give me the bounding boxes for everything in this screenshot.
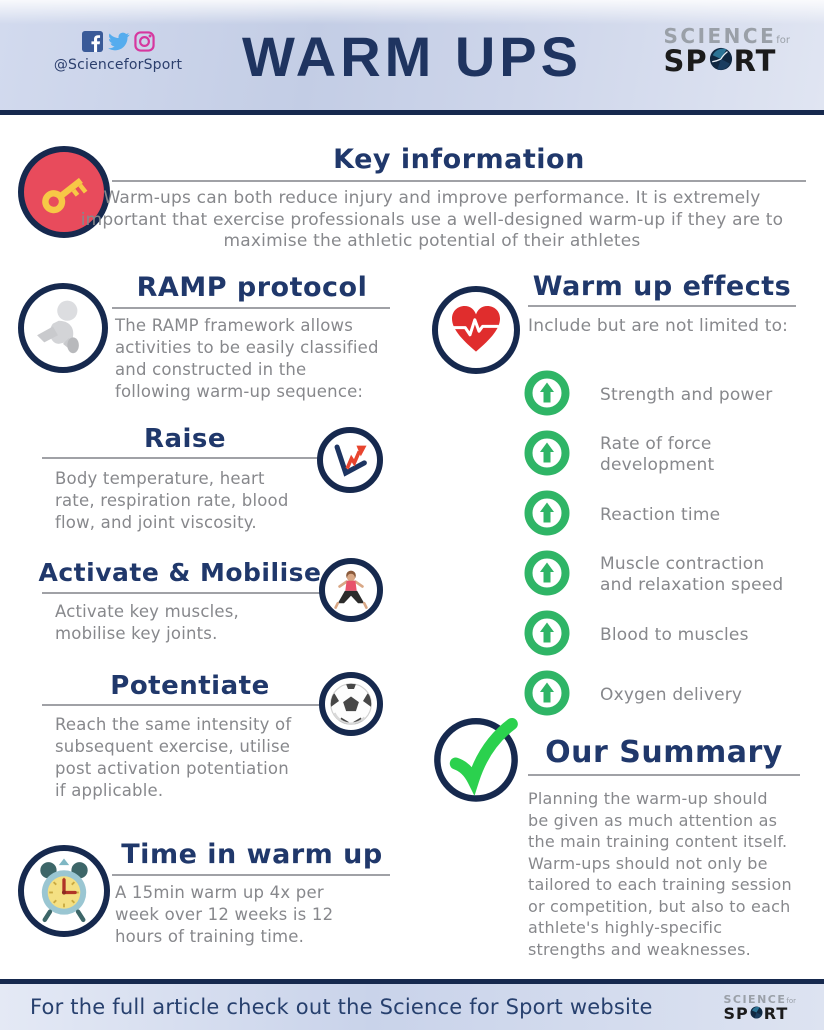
key-icon	[18, 146, 110, 238]
potentiate-body: Reach the same intensity of subsequent e…	[55, 715, 292, 800]
page-title: WARM UPS	[242, 25, 582, 88]
up-arrow-icon	[524, 670, 570, 720]
key-information-body: Warm-ups can both reduce injury and impr…	[80, 188, 784, 251]
activate-mobilise-body: Activate key muscles, mobilise key joint…	[55, 602, 239, 643]
ramp-protocol-body: The RAMP framework allows activities to …	[115, 316, 379, 401]
activate-mobilise-heading: Activate & Mobilise	[38, 558, 322, 587]
checkmark-icon	[430, 712, 522, 804]
jumping-jack-icon	[319, 558, 383, 622]
raise-heading: Raise	[143, 424, 227, 454]
ramp-protocol-heading: RAMP protocol	[136, 272, 368, 303]
twitter-icon[interactable]	[107, 30, 130, 53]
footer-text: For the full article check out the Scien…	[30, 995, 653, 1019]
key-information-rule	[112, 180, 806, 182]
logo-rt-text: RT	[733, 44, 777, 78]
list-item-label: Blood to muscles	[600, 624, 749, 645]
social-block: @ScienceforSport	[48, 30, 188, 73]
list-item-label: Reaction time	[600, 504, 721, 525]
instagram-icon[interactable]	[133, 31, 155, 52]
heart-pulse-icon	[432, 286, 520, 374]
time-in-warm-up-body: A 15min warm up 4x per week over 12 week…	[115, 883, 334, 946]
up-arrow-icon	[524, 550, 570, 600]
header-banner: @ScienceforSport WARM UPS SCIENCEfor SP …	[0, 0, 824, 115]
list-item-label: Oxygen delivery	[600, 684, 743, 705]
logo-sp-text: SP	[723, 1004, 749, 1023]
raise-body: Body temperature, heart rate, respiratio…	[55, 469, 289, 532]
logo-for-text: for	[786, 997, 796, 1005]
up-arrow-icon	[524, 430, 570, 480]
our-summary-body: Planning the warm-up should be given as …	[528, 789, 792, 959]
key-information-heading: Key information	[333, 144, 585, 175]
list-item: Blood to muscles	[524, 610, 824, 660]
alarm-clock-icon	[18, 845, 110, 937]
raise-rule	[42, 457, 320, 459]
our-summary-heading: Our Summary	[545, 735, 783, 770]
potentiate-rule	[42, 704, 320, 706]
list-item: Muscle contraction and relaxation speed	[524, 550, 824, 600]
time-in-warm-up-heading: Time in warm up	[121, 839, 383, 870]
football-icon	[319, 672, 383, 736]
warm-up-effects-heading: Warm up effects	[532, 271, 792, 302]
logo-sp-text: SP	[663, 44, 708, 78]
logo-science-text: SCIENCE	[723, 993, 787, 1006]
logo-ball-icon	[750, 1006, 763, 1022]
rising-chart-icon	[317, 427, 383, 493]
stretching-figure-icon	[18, 283, 108, 373]
science-for-sport-logo[interactable]: SCIENCEfor SP RT	[663, 26, 790, 76]
logo-science-text: SCIENCE	[663, 24, 777, 48]
logo-ball-icon	[709, 47, 733, 76]
list-item-label: Strength and power	[600, 384, 773, 405]
logo-for-text: for	[776, 35, 790, 46]
warm-up-effects-rule	[528, 305, 796, 307]
time-in-warm-up-rule	[112, 874, 390, 876]
logo-rt-text: RT	[763, 1004, 789, 1023]
warm-up-effects-intro: Include but are not limited to:	[528, 316, 789, 336]
list-item: Rate of force development	[524, 430, 824, 480]
list-item: Oxygen delivery	[524, 670, 824, 720]
footer-banner: For the full article check out the Scien…	[0, 979, 824, 1030]
list-item-label: Rate of force development	[600, 434, 715, 475]
up-arrow-icon	[524, 610, 570, 660]
up-arrow-icon	[524, 370, 570, 420]
list-item: Strength and power	[524, 370, 824, 420]
footer-logo[interactable]: SCIENCEfor SP RT	[723, 990, 796, 1022]
our-summary-rule	[528, 774, 800, 776]
warm-up-effects-list: Strength and power Rate of force develop…	[524, 370, 824, 730]
list-item: Reaction time	[524, 490, 824, 540]
ramp-protocol-rule	[112, 307, 390, 309]
activate-mobilise-rule	[42, 592, 320, 594]
potentiate-heading: Potentiate	[110, 671, 270, 701]
facebook-icon[interactable]	[81, 31, 103, 52]
up-arrow-icon	[524, 490, 570, 540]
social-handle: @ScienceforSport	[53, 57, 183, 73]
list-item-label: Muscle contraction and relaxation speed	[600, 554, 784, 595]
